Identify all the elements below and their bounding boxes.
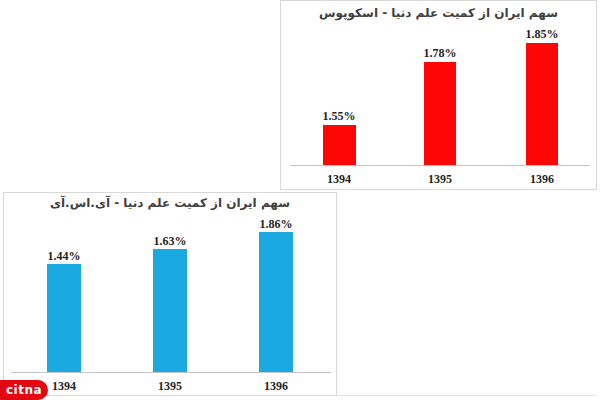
bar-value-label-1395: 1.63% — [140, 235, 200, 248]
bar-value-label-1394: 1.55% — [309, 110, 369, 123]
chart-scopus: سهم ایران از کمیت علم دنیا - اسکوپوس 1.5… — [280, 0, 597, 190]
bar-value-label-1395: 1.78% — [410, 47, 470, 60]
x-tick-isi-1396: 1396 — [246, 380, 306, 393]
infographic-canvas: سهم ایران از کمیت علم دنیا - اسکوپوس 1.5… — [0, 0, 600, 400]
x-tick-isi-1395: 1395 — [140, 380, 200, 393]
x-axis-line-scopus — [290, 165, 590, 166]
bar-isi-1395 — [153, 249, 187, 372]
bar-value-label-1396: 1.86% — [246, 218, 306, 231]
bar-scopus-1396 — [526, 43, 558, 165]
bar-scopus-1395 — [424, 62, 456, 165]
bar-value-label-1394: 1.44% — [34, 250, 94, 263]
bar-isi-1394 — [47, 264, 81, 372]
citna-logo: citna — [0, 380, 48, 400]
x-tick-scopus-1395: 1395 — [410, 173, 470, 186]
bar-isi-1396 — [259, 232, 293, 372]
x-tick-scopus-1394: 1394 — [309, 173, 369, 186]
citna-logo-text: citna — [6, 383, 42, 397]
chart-title-scopus: سهم ایران از کمیت علم دنیا - اسکوپوس — [281, 6, 596, 20]
bar-scopus-1394 — [323, 125, 356, 165]
bar-value-label-1396: 1.85% — [512, 28, 572, 41]
x-tick-scopus-1396: 1396 — [512, 173, 572, 186]
x-axis-line-isi — [11, 372, 331, 373]
chart-title-isi: سهم ایران از کمیت علم دنیا - آی.اس.آی — [4, 196, 336, 210]
chart-isi: سهم ایران از کمیت علم دنیا - آی.اس.آی 1.… — [3, 192, 337, 396]
